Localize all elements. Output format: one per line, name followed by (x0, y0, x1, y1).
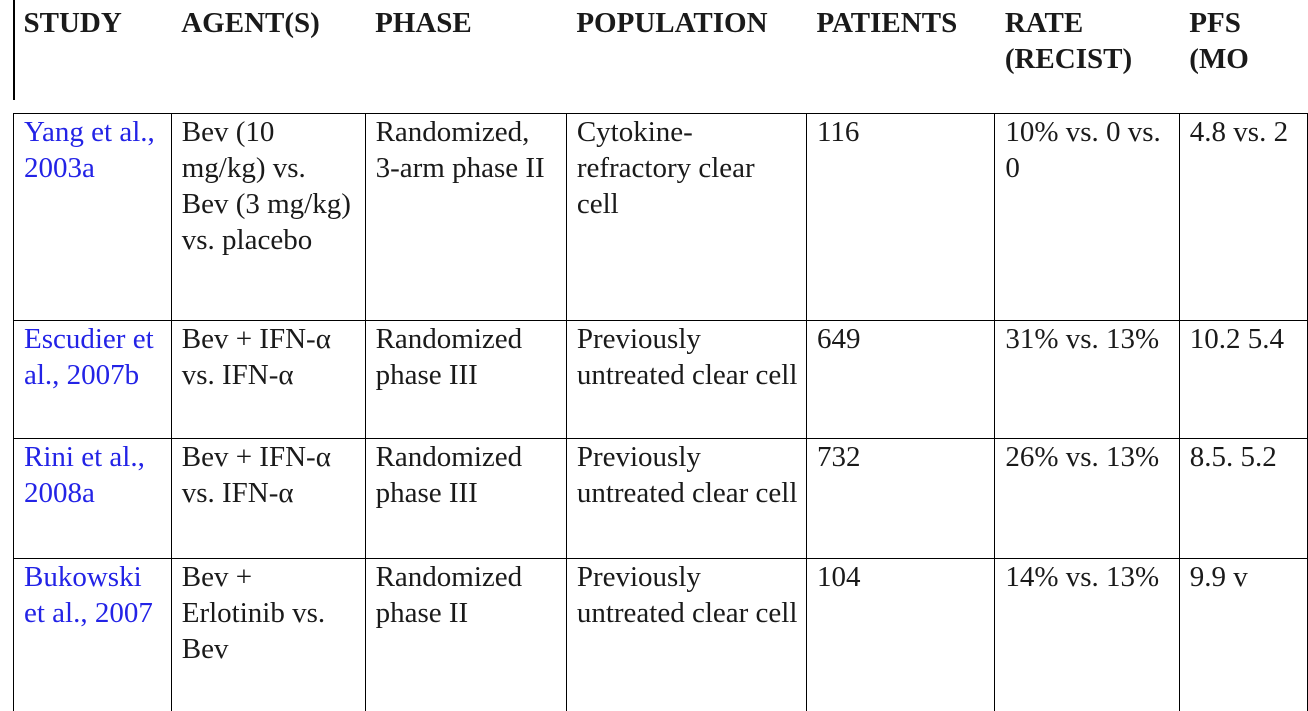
study-link[interactable]: Bukowski et al., 2007 (13, 557, 172, 711)
header-row: STUDY AGENT(S) PHASE POPULATION PATIENTS… (14, 0, 1308, 113)
table-left-border (13, 0, 15, 100)
phase-cell: Randomized, 3-arm phase II (364, 112, 567, 321)
studies-table: STUDY AGENT(S) PHASE POPULATION PATIENTS… (13, 0, 1308, 711)
pfs-cell: 10.2 5.4 (1178, 319, 1308, 439)
population-cell: Cytokine-refractory clear cell (565, 112, 807, 321)
agents-cell: Bev + Erlotinib vs. Bev (170, 557, 366, 711)
patients-cell: 116 (805, 112, 996, 321)
header-agents: AGENT(S) (181, 7, 320, 39)
phase-cell: Randomized phase II (364, 557, 567, 711)
phase-cell: Randomized phase III (364, 437, 567, 559)
study-link[interactable]: Escudier et al., 2007b (13, 319, 172, 439)
header-study: STUDY (23, 7, 122, 39)
study-link[interactable]: Yang et al., 2003a (13, 112, 172, 321)
table-row: Bukowski et al., 2007 Bev + Erlotinib vs… (13, 557, 1308, 711)
header-pfs: PFS (MO (1189, 7, 1249, 75)
phase-cell: Randomized phase III (364, 319, 567, 439)
rate-cell: 26% vs. 13% (994, 437, 1180, 559)
rate-cell: 10% vs. 0 vs. 0 (994, 112, 1180, 321)
table-header: STUDY AGENT(S) PHASE POPULATION PATIENTS… (14, 0, 1308, 113)
table-row: Rini et al., 2008a Bev + IFN-α vs. IFN-α… (13, 437, 1308, 559)
patients-cell: 649 (805, 319, 996, 439)
pfs-cell: 4.8 vs. 2 (1178, 112, 1308, 321)
patients-cell: 104 (805, 557, 996, 711)
table-row: Yang et al., 2003a Bev (10 mg/kg) vs. Be… (13, 112, 1308, 321)
rate-cell: 31% vs. 13% (994, 319, 1180, 439)
agents-cell: Bev (10 mg/kg) vs. Bev (3 mg/kg) vs. pla… (170, 112, 366, 321)
table-row: Escudier et al., 2007b Bev + IFN-α vs. I… (13, 319, 1308, 439)
agents-cell: Bev + IFN-α vs. IFN-α (170, 437, 366, 559)
header-patients: PATIENTS (816, 7, 958, 39)
population-cell: Previously untreated clear cell (565, 437, 807, 559)
header-phase: PHASE (375, 7, 472, 39)
population-cell: Previously untreated clear cell (565, 319, 807, 439)
header-rate: RATE (RECIST) (1004, 7, 1133, 75)
study-link[interactable]: Rini et al., 2008a (13, 437, 172, 559)
table-body: Yang et al., 2003a Bev (10 mg/kg) vs. Be… (13, 112, 1308, 711)
pfs-cell: 9.9 v (1178, 557, 1308, 711)
rate-cell: 14% vs. 13% (994, 557, 1180, 711)
population-cell: Previously untreated clear cell (565, 557, 807, 711)
agents-cell: Bev + IFN-α vs. IFN-α (170, 319, 366, 439)
pfs-cell: 8.5. 5.2 (1178, 437, 1308, 559)
patients-cell: 732 (805, 437, 996, 559)
header-population: POPULATION (576, 7, 768, 39)
